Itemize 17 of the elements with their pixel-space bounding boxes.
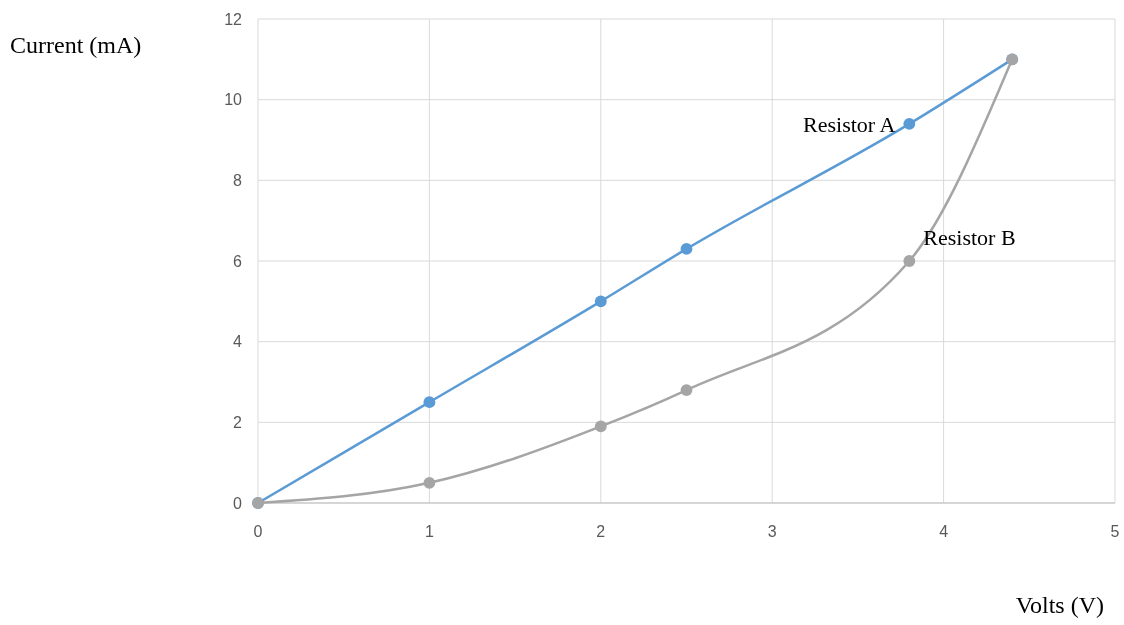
y-axis-title: Current (mA) <box>10 32 142 58</box>
y-tick-label: 10 <box>224 91 243 109</box>
y-tick-label: 12 <box>224 10 243 28</box>
y-tick-label: 2 <box>233 413 243 431</box>
series-label: Resistor A <box>803 111 896 137</box>
y-tick-label: 4 <box>233 333 243 351</box>
y-tick-label: 6 <box>233 252 243 270</box>
series-label: Resistor B <box>923 225 1016 250</box>
x-axis-title: Volts (V) <box>1015 592 1104 618</box>
x-tick-label: 0 <box>253 523 263 540</box>
x-tick-label: 4 <box>939 523 949 540</box>
x-tick-label: 5 <box>1110 523 1120 540</box>
x-tick-label: 2 <box>596 523 606 540</box>
x-tick-label: 3 <box>767 523 777 540</box>
x-tick-label: 1 <box>424 523 434 540</box>
y-tick-label: 8 <box>233 171 243 189</box>
y-tick-label: 0 <box>233 494 243 512</box>
